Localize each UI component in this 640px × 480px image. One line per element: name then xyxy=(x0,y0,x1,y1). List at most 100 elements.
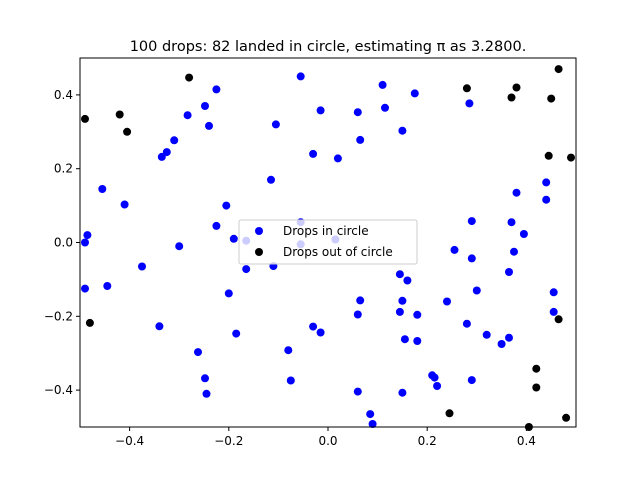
drop-in-circle-point-71 xyxy=(497,340,506,348)
drop-in-circle-point-49 xyxy=(395,270,404,279)
points-layer xyxy=(81,65,575,431)
drop-in-circle-point-16 xyxy=(201,374,209,383)
drop-in-circle-point-5 xyxy=(120,200,129,209)
drop-in-circle-point-62 xyxy=(443,297,451,306)
drop-in-circle-point-68 xyxy=(467,376,476,385)
drop-in-circle-point-76 xyxy=(512,188,521,197)
drop-out-of-circle-point-7 xyxy=(507,93,516,102)
drop-out-of-circle-point-5 xyxy=(445,409,454,418)
drop-in-circle-point-29 xyxy=(284,346,293,355)
drop-out-of-circle-point-9 xyxy=(532,364,541,373)
y-tick-label: 0.2 xyxy=(54,162,73,176)
drop-in-circle-point-2 xyxy=(81,284,89,293)
legend-box xyxy=(238,219,418,265)
drop-in-circle-point-58 xyxy=(413,337,422,345)
drop-in-circle-point-44 xyxy=(353,387,362,396)
drop-out-of-circle-point-0 xyxy=(81,114,89,123)
drop-in-circle-point-40 xyxy=(353,108,362,117)
drop-in-circle-point-43 xyxy=(353,310,362,319)
drop-in-circle-point-23 xyxy=(232,329,241,338)
drop-in-circle-point-9 xyxy=(162,148,171,157)
drop-in-circle-point-6 xyxy=(138,262,146,271)
drop-in-circle-point-78 xyxy=(542,178,551,187)
drop-out-of-circle-point-11 xyxy=(544,151,553,160)
drop-in-circle-point-22 xyxy=(229,234,238,243)
drop-in-circle-point-26 xyxy=(267,175,275,184)
drop-in-circle-point-31 xyxy=(296,72,305,81)
drop-in-circle-point-14 xyxy=(201,102,209,110)
drop-in-circle-point-36 xyxy=(316,106,325,115)
drop-in-circle-point-47 xyxy=(378,80,387,89)
drop-in-circle-point-19 xyxy=(212,221,221,230)
drop-in-circle-point-13 xyxy=(194,348,202,357)
drop-in-circle-point-46 xyxy=(368,420,377,428)
x-tick-label: 0.0 xyxy=(318,434,337,448)
x-tick-label: 0.2 xyxy=(418,434,437,448)
drop-in-circle-point-57 xyxy=(413,310,422,319)
x-tick-label: −0.4 xyxy=(115,434,144,448)
drop-in-circle-point-79 xyxy=(542,195,551,204)
drop-out-of-circle-point-1 xyxy=(85,318,94,327)
drop-in-circle-point-35 xyxy=(309,322,318,331)
drop-out-of-circle-point-6 xyxy=(462,84,471,93)
legend-label-out-of-circle: Drops out of circle xyxy=(283,245,393,259)
y-tick-label: −0.4 xyxy=(44,383,73,397)
drop-in-circle-point-4 xyxy=(103,282,112,290)
drop-in-circle-point-56 xyxy=(410,89,419,98)
drop-in-circle-point-50 xyxy=(398,126,407,135)
drop-in-circle-point-63 xyxy=(450,245,459,254)
chart-title: 100 drops: 82 landed in circle, estimati… xyxy=(130,39,527,55)
legend: Drops in circle Drops out of circle xyxy=(238,219,418,265)
drop-in-circle-point-7 xyxy=(155,322,164,331)
drop-in-circle-point-1 xyxy=(83,231,92,240)
legend-label-in-circle: Drops in circle xyxy=(283,224,369,238)
drop-in-circle-point-54 xyxy=(398,388,407,397)
drop-in-circle-point-65 xyxy=(465,99,474,108)
drop-in-circle-point-66 xyxy=(467,217,476,226)
drop-in-circle-point-15 xyxy=(205,121,213,130)
drop-out-of-circle-point-10 xyxy=(532,383,541,392)
drop-out-of-circle-point-14 xyxy=(554,65,563,74)
drop-in-circle-point-42 xyxy=(356,296,365,305)
drop-in-circle-point-75 xyxy=(510,247,518,256)
drop-in-circle-point-61 xyxy=(433,382,442,390)
drop-in-circle-point-10 xyxy=(170,136,179,145)
drop-in-circle-point-67 xyxy=(467,254,476,263)
drop-in-circle-point-27 xyxy=(271,120,280,129)
legend-marker-in-circle xyxy=(255,227,263,235)
y-tick-label: 0.0 xyxy=(54,236,73,250)
drop-in-circle-point-20 xyxy=(222,201,231,210)
drop-in-circle-point-11 xyxy=(175,242,184,251)
legend-marker-out-of-circle xyxy=(255,248,263,256)
drop-in-circle-point-39 xyxy=(333,154,342,163)
drop-out-of-circle-point-15 xyxy=(554,315,563,324)
drop-in-circle-point-74 xyxy=(505,268,513,276)
drop-in-circle-point-64 xyxy=(462,319,471,328)
drop-in-circle-point-77 xyxy=(519,230,528,238)
x-tick-label: −0.2 xyxy=(214,434,243,448)
drop-in-circle-point-70 xyxy=(482,330,491,339)
drop-in-circle-point-3 xyxy=(98,185,107,193)
drop-in-circle-point-21 xyxy=(224,289,233,298)
drop-in-circle-point-41 xyxy=(356,135,365,144)
drop-out-of-circle-point-2 xyxy=(115,110,124,119)
drop-out-of-circle-point-17 xyxy=(567,153,575,162)
drop-in-circle-point-25 xyxy=(242,265,251,274)
drop-in-circle-point-53 xyxy=(400,335,409,344)
drop-in-circle-point-30 xyxy=(286,376,295,385)
drop-in-circle-point-81 xyxy=(549,307,558,316)
drop-in-circle-point-73 xyxy=(507,218,516,227)
drop-in-circle-point-80 xyxy=(549,288,558,297)
drop-out-of-circle-point-12 xyxy=(547,94,556,103)
drop-in-circle-point-18 xyxy=(212,85,221,94)
x-tick-label: 0.4 xyxy=(517,434,536,448)
drop-in-circle-point-8 xyxy=(157,152,166,161)
y-axis: −0.4 −0.2 0.0 0.2 0.4 xyxy=(44,88,80,397)
drop-in-circle-point-12 xyxy=(183,111,192,120)
drop-in-circle-point-0 xyxy=(81,238,89,247)
y-tick-label: −0.2 xyxy=(44,309,73,323)
drop-in-circle-point-45 xyxy=(366,410,375,419)
x-axis: −0.4 −0.2 0.0 0.2 0.4 xyxy=(115,427,536,448)
drop-in-circle-point-34 xyxy=(309,149,318,158)
